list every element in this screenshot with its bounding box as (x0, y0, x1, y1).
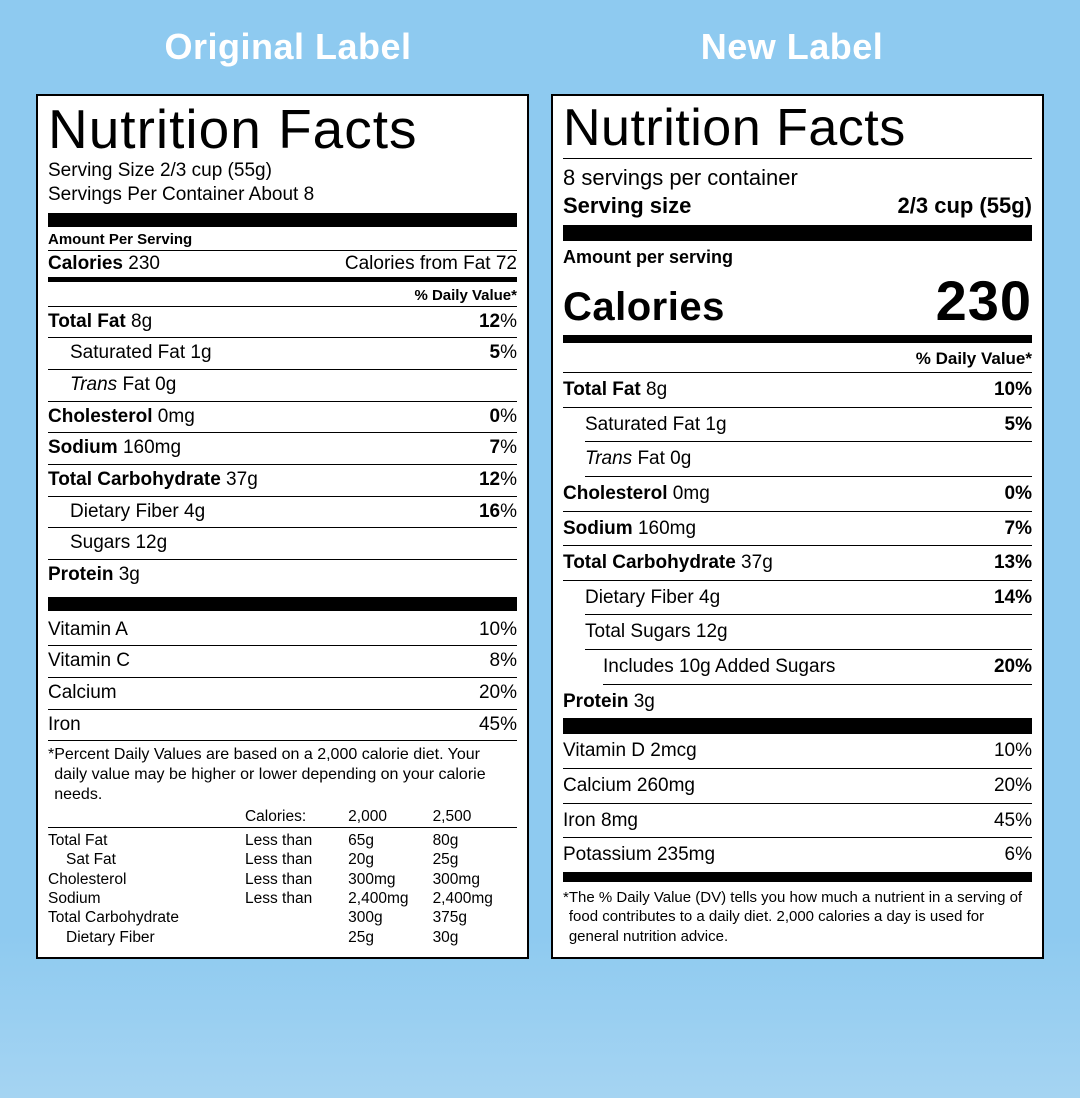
original-label: Nutrition Facts Serving Size 2/3 cup (55… (36, 94, 529, 959)
divider-bar (563, 225, 1032, 241)
vitamin-row: Vitamin C8% (48, 646, 517, 678)
header-new: New Label (540, 26, 1044, 68)
nutrient-row: Includes 10g Added Sugars20% (563, 650, 1032, 684)
vitamin-row: Calcium 260mg20% (563, 769, 1032, 804)
original-servings-per-container: Servings Per Container About 8 (48, 183, 517, 207)
new-label: Nutrition Facts 8 servings per container… (551, 94, 1044, 959)
original-nutrients: Total Fat 8g12%Saturated Fat 1g5%Trans F… (48, 307, 517, 591)
original-calories: Calories 230 (48, 253, 160, 275)
new-servings-per-container: 8 servings per container (563, 165, 1032, 191)
new-nutrients: Total Fat 8g10%Saturated Fat 1g5%Trans F… (563, 373, 1032, 718)
original-calories-from-fat: Calories from Fat 72 (345, 253, 517, 275)
divider-bar (563, 872, 1032, 882)
nutrient-row: Total Carbohydrate 37g12% (48, 465, 517, 497)
new-title: Nutrition Facts (563, 102, 1032, 159)
labels-row: Nutrition Facts Serving Size 2/3 cup (55… (36, 94, 1044, 959)
vitamin-row: Iron45% (48, 710, 517, 742)
original-calories-row: Calories 230 Calories from Fat 72 (48, 251, 517, 282)
reference-row: CholesterolLess than300mg300mg (48, 870, 517, 889)
nutrient-row: Cholesterol 0mg0% (48, 402, 517, 434)
divider-bar (563, 718, 1032, 734)
nutrient-row: Total Fat 8g10% (563, 373, 1032, 408)
original-footnote: *Percent Daily Values are based on a 2,0… (48, 741, 517, 805)
vitamin-row: Calcium20% (48, 678, 517, 710)
original-serving-size: Serving Size 2/3 cup (55g) (48, 159, 517, 183)
vitamin-row: Potassium 235mg6% (563, 838, 1032, 872)
new-vitamins: Vitamin D 2mcg10%Calcium 260mg20%Iron 8m… (563, 734, 1032, 872)
nutrient-row: Trans Fat 0g (563, 442, 1032, 476)
nutrient-row: Sodium 160mg7% (48, 433, 517, 465)
nutrient-row: Total Fat 8g12% (48, 307, 517, 339)
original-vitamins: Vitamin A10%Vitamin C8%Calcium20%Iron45% (48, 615, 517, 742)
vitamin-row: Vitamin A10% (48, 615, 517, 647)
reference-row: Dietary Fiber25g30g (48, 928, 517, 947)
header-row: Original Label New Label (36, 26, 1044, 68)
vitamin-row: Vitamin D 2mcg10% (563, 734, 1032, 769)
reference-row: Total Carbohydrate300g375g (48, 908, 517, 927)
reference-row: Total FatLess than65g80g (48, 827, 517, 850)
nutrient-row: Cholesterol 0mg0% (563, 477, 1032, 512)
nutrient-row: Saturated Fat 1g5% (563, 408, 1032, 442)
nutrient-row: Protein 3g (48, 560, 517, 591)
vitamin-row: Iron 8mg45% (563, 804, 1032, 839)
original-dv-header: % Daily Value* (48, 282, 517, 307)
nutrient-row: Dietary Fiber 4g16% (48, 497, 517, 529)
nutrient-row: Dietary Fiber 4g14% (563, 581, 1032, 615)
reference-row: Sat FatLess than20g25g (48, 850, 517, 869)
reference-row: SodiumLess than2,400mg2,400mg (48, 889, 517, 908)
nutrient-row: Sugars 12g (48, 528, 517, 560)
nutrient-row: Total Sugars 12g (563, 615, 1032, 649)
page: Original Label New Label Nutrition Facts… (0, 0, 1080, 1098)
nutrient-row: Trans Fat 0g (48, 370, 517, 402)
original-amount-per-serving: Amount Per Serving (48, 231, 517, 251)
new-footnote: *The % Daily Value (DV) tells you how mu… (563, 882, 1032, 947)
header-original: Original Label (36, 26, 540, 68)
original-reference-table: Calories:2,0002,500Total FatLess than65g… (48, 807, 517, 947)
nutrient-row: Total Carbohydrate 37g13% (563, 546, 1032, 581)
nutrient-row: Saturated Fat 1g5% (48, 338, 517, 370)
divider-bar (48, 597, 517, 611)
divider-bar (48, 213, 517, 227)
new-calories-row: Calories 230 (563, 268, 1032, 343)
new-serving-size: Serving size 2/3 cup (55g) (563, 193, 1032, 219)
original-title: Nutrition Facts (48, 102, 517, 157)
new-amount-per-serving: Amount per serving (563, 247, 1032, 268)
nutrient-row: Protein 3g (563, 685, 1032, 719)
new-dv-header: % Daily Value* (563, 343, 1032, 373)
nutrient-row: Sodium 160mg7% (563, 512, 1032, 547)
